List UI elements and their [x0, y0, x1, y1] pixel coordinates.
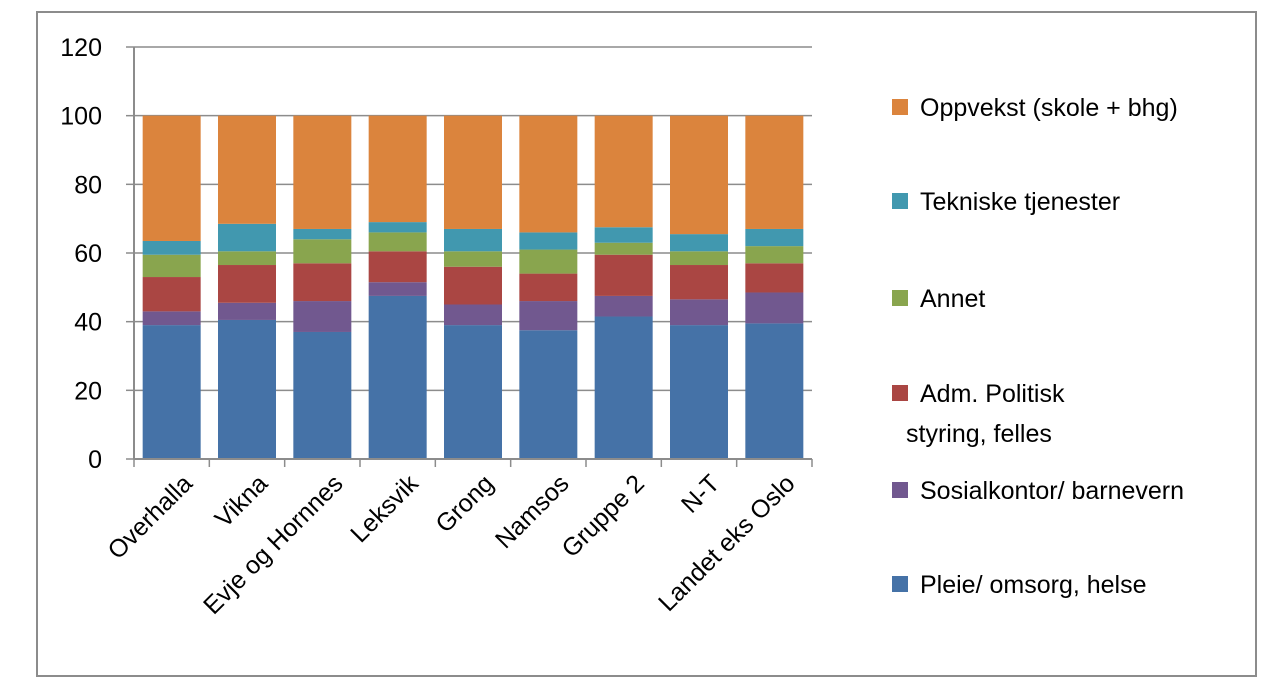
x-tick-label: Landet eks Oslo: [653, 469, 801, 617]
bar-segment: [218, 319, 276, 459]
bar-segment: [670, 299, 728, 326]
legend-label: Tekniske tjenester: [920, 188, 1120, 216]
bar-segment: [293, 228, 352, 240]
bar-segment: [745, 228, 804, 247]
bar-segment: [745, 246, 804, 264]
legend-swatch: [892, 290, 908, 306]
x-tick-label: Leksvik: [345, 469, 424, 548]
bar-segment: [293, 239, 352, 264]
legend-label: Adm. Politisk: [920, 380, 1065, 408]
bar-segment: [218, 115, 276, 224]
legend-label: styring, felles: [906, 420, 1052, 448]
bar-segment: [368, 222, 427, 233]
bar-segment: [594, 316, 653, 459]
bar-segment: [594, 242, 653, 255]
y-tick-label: 20: [74, 377, 102, 405]
bar-segment: [670, 265, 728, 300]
x-tick-label: Grong: [430, 469, 499, 538]
bar-segment: [444, 304, 502, 326]
x-tick-label: N-T: [676, 469, 725, 518]
bar-segment: [670, 325, 728, 459]
legend-swatch: [892, 193, 908, 209]
bar-segment: [218, 223, 276, 252]
bar-segment: [218, 265, 276, 303]
x-tick-label: Overhalla: [102, 469, 198, 565]
bar-segment: [142, 240, 201, 255]
x-tick-label: Evje og Hornnes: [198, 469, 348, 619]
bar-segment: [594, 295, 653, 317]
legend-swatch: [892, 385, 908, 401]
legend-swatch: [892, 99, 908, 115]
bar-segment: [519, 115, 578, 233]
bar-segment: [670, 234, 728, 252]
x-tick-label: Vikna: [210, 469, 274, 533]
bar-segment: [293, 301, 352, 332]
bar-segment: [444, 251, 502, 267]
bar-segment: [293, 331, 352, 459]
bar-segment: [745, 323, 804, 459]
bar-segment: [745, 292, 804, 324]
y-tick-label: 80: [74, 171, 102, 199]
x-tick-label: Gruppe 2: [556, 469, 650, 563]
bar-segment: [519, 249, 578, 274]
bars: [142, 115, 804, 459]
bar-segment: [368, 295, 427, 459]
y-tick-label: 100: [60, 103, 102, 131]
legend-swatch: [892, 482, 908, 498]
legend-label: Pleie/ omsorg, helse: [920, 571, 1147, 599]
bar-segment: [594, 227, 653, 243]
legend-label: Sosialkontor/ barnevern: [920, 477, 1184, 505]
legend: Oppvekst (skole + bhg) Tekniske tjenester…: [892, 94, 1184, 599]
bar-segment: [670, 251, 728, 266]
bar-segment: [444, 325, 502, 459]
bar-segment: [218, 302, 276, 320]
y-tick-label: 40: [74, 309, 102, 337]
bar-segment: [519, 232, 578, 250]
bar-segment: [594, 254, 653, 296]
legend-label: Annet: [920, 285, 985, 313]
bar-segment: [519, 301, 578, 331]
bar-segment: [142, 277, 201, 312]
bar-segment: [293, 263, 352, 302]
y-tick-label: 60: [74, 240, 102, 268]
bar-segment: [368, 251, 427, 283]
y-tick-label: 0: [88, 446, 102, 474]
bar-segment: [142, 325, 201, 459]
bar-segment: [745, 115, 804, 229]
bar-segment: [142, 115, 201, 241]
legend-swatch: [892, 576, 908, 592]
bar-segment: [218, 251, 276, 266]
bar-segment: [444, 115, 502, 229]
bar-segment: [293, 115, 352, 229]
bar-segment: [142, 311, 201, 326]
bar-segment: [368, 232, 427, 252]
legend-label: Oppvekst (skole + bhg): [920, 94, 1178, 122]
bar-segment: [745, 263, 804, 293]
y-ticks: 0 20 40 60 80 100 120: [60, 34, 134, 474]
bar-segment: [368, 282, 427, 296]
bar-segment: [444, 228, 502, 252]
bar-segment: [670, 115, 728, 235]
bar-segment: [519, 330, 578, 459]
bar-segment: [519, 273, 578, 302]
bar-segment: [594, 115, 653, 228]
y-tick-label: 120: [60, 34, 102, 62]
bar-segment: [368, 115, 427, 223]
bar-segment: [142, 254, 201, 278]
bar-segment: [444, 266, 502, 305]
